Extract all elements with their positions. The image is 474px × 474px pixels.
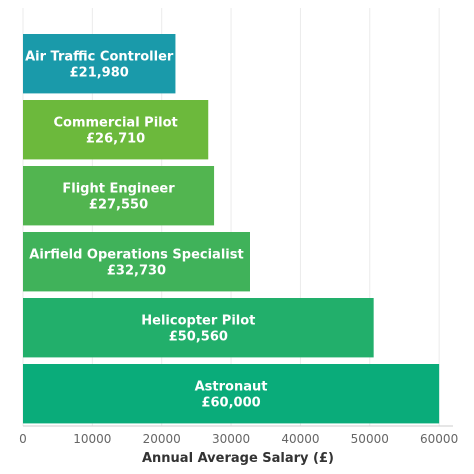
x-tick-label: 0 — [19, 432, 27, 446]
bar — [23, 34, 176, 94]
bar-group: Commercial Pilot£26,710 — [23, 100, 209, 160]
bar-group: Helicopter Pilot£50,560 — [23, 298, 374, 358]
bar-category-label: Flight Engineer — [62, 182, 175, 197]
bar-group: Flight Engineer£27,550 — [23, 166, 215, 226]
bar-category-label: Helicopter Pilot — [141, 314, 255, 329]
x-tick-label: 30000 — [212, 432, 250, 446]
bar — [23, 100, 209, 160]
x-tick-label: 20000 — [143, 432, 181, 446]
x-tick-label: 60000 — [420, 432, 458, 446]
x-axis-title: Annual Average Salary (£) — [142, 451, 334, 466]
bar-group: Air Traffic Controller£21,980 — [23, 34, 176, 94]
x-tick-label: 50000 — [351, 432, 389, 446]
x-tick-label: 10000 — [73, 432, 111, 446]
bar-value-label: £26,710 — [86, 132, 145, 147]
bar-value-label: £27,550 — [89, 198, 148, 213]
bar-value-label: £60,000 — [201, 396, 260, 411]
bar-category-label: Airfield Operations Specialist — [29, 248, 243, 263]
bar-value-label: £50,560 — [169, 330, 228, 345]
bar — [23, 298, 374, 358]
bars: Air Traffic Controller£21,980Commercial … — [23, 34, 440, 424]
bar — [23, 166, 215, 226]
bar-category-label: Astronaut — [195, 380, 268, 395]
bar-group: Airfield Operations Specialist£32,730 — [23, 232, 250, 292]
bar-group: Astronaut£60,000 — [23, 364, 440, 424]
bar-value-label: £32,730 — [107, 264, 166, 279]
x-tick-label: 40000 — [281, 432, 319, 446]
x-axis-ticks: 0 10000 20000 30000 40000 50000 60000 — [19, 432, 458, 446]
bar-category-label: Commercial Pilot — [53, 116, 177, 131]
bar — [23, 364, 440, 424]
bar-category-label: Air Traffic Controller — [25, 50, 174, 65]
bar — [23, 232, 250, 292]
bar-value-label: £21,980 — [70, 66, 129, 81]
